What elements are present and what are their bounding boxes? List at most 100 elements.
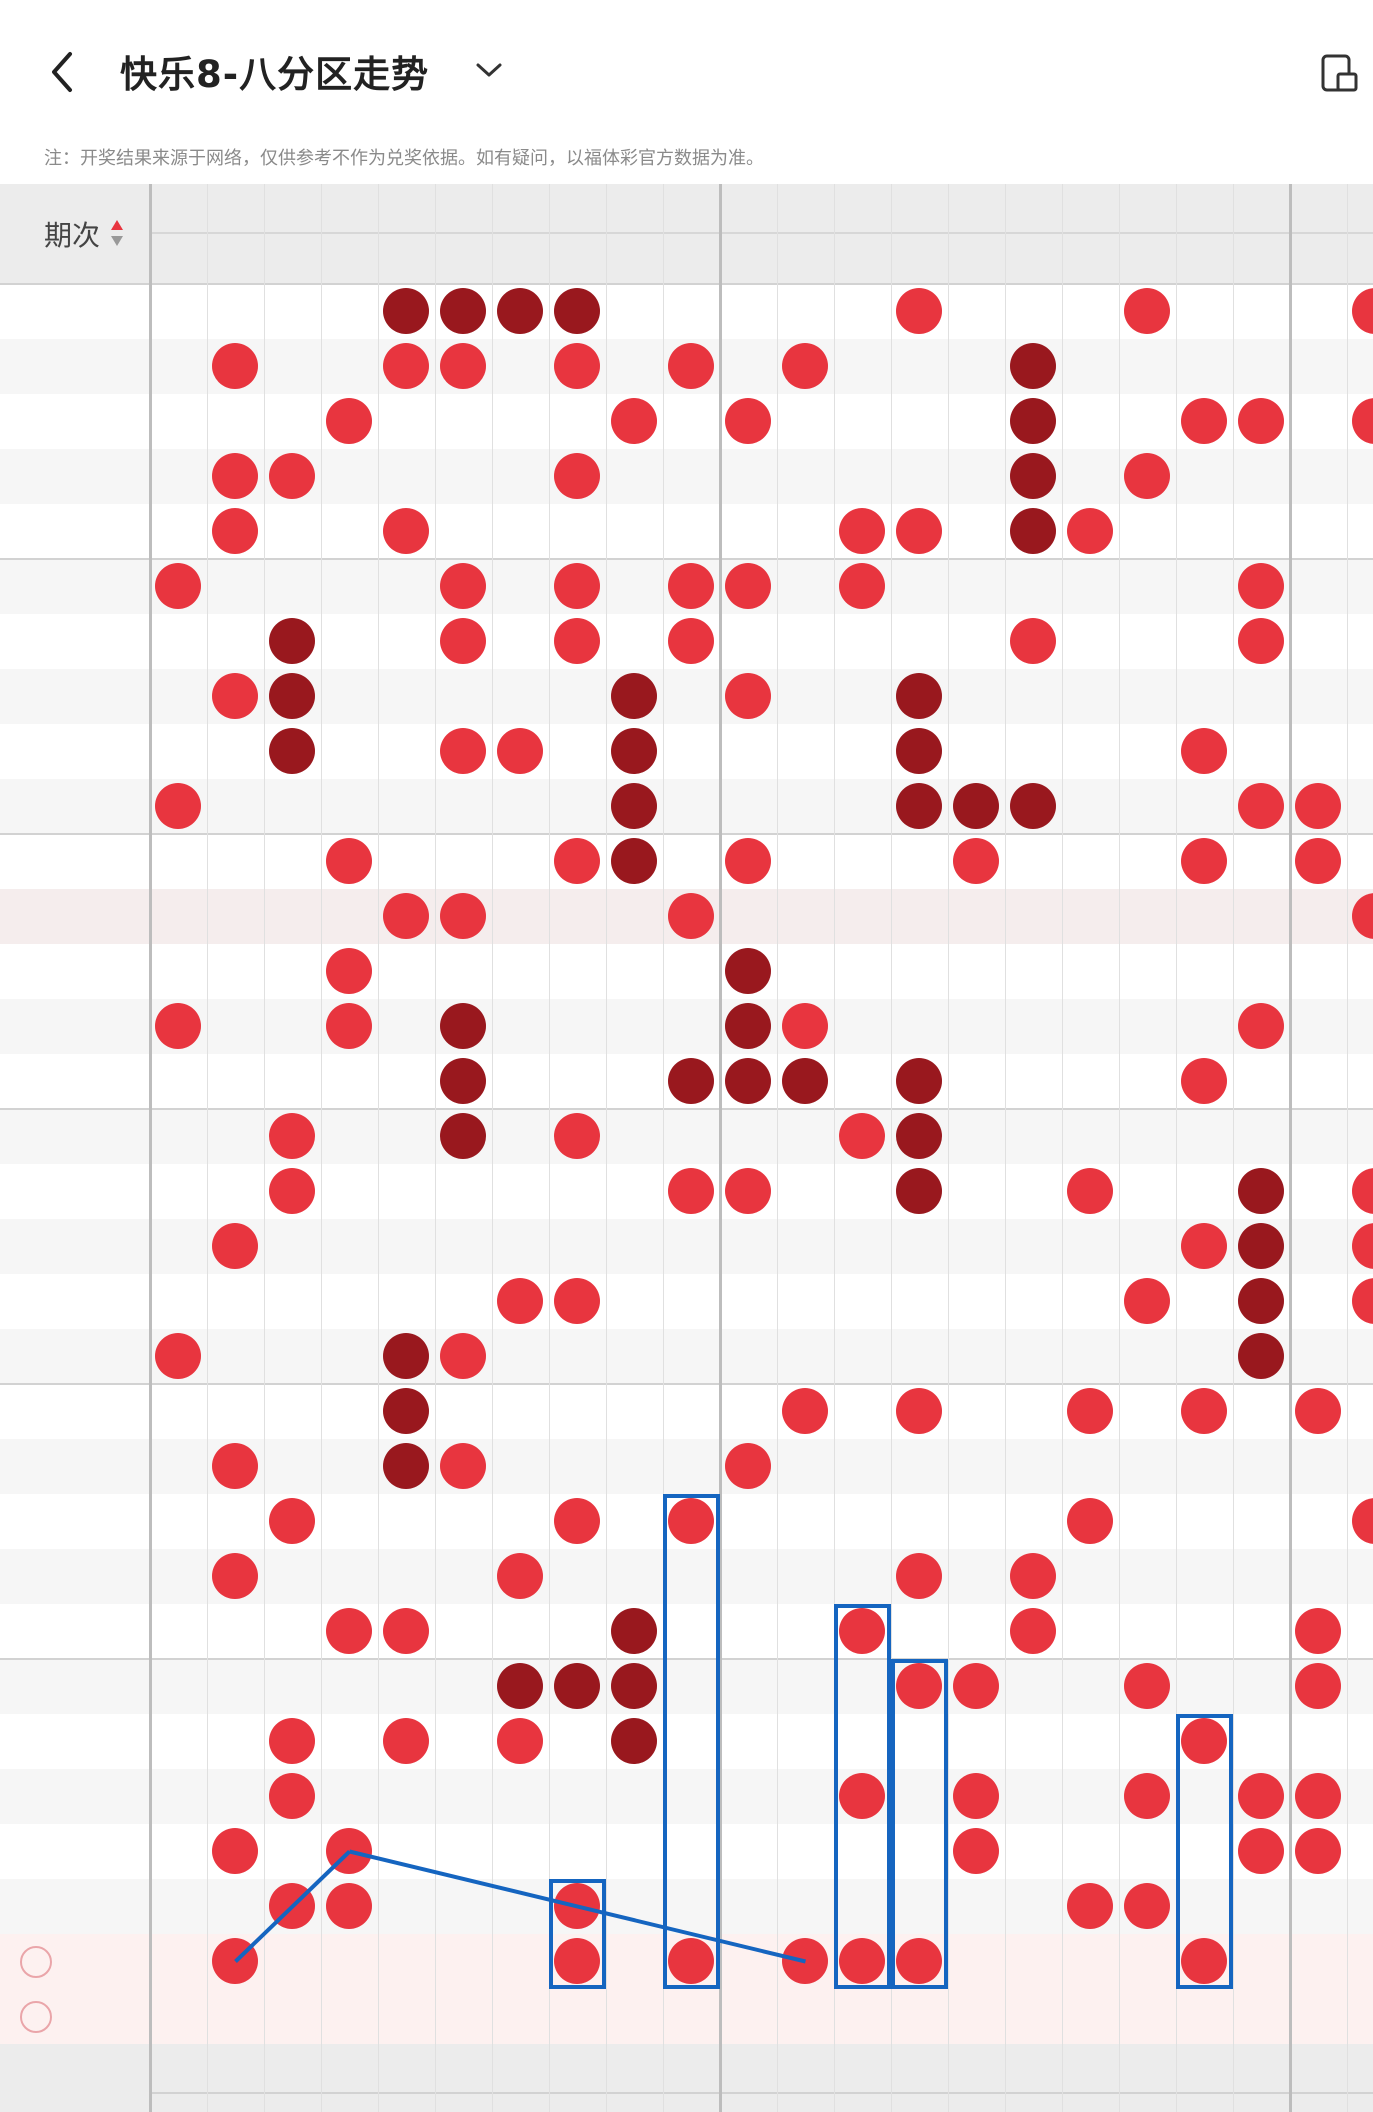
miss-count-cell [948, 724, 1005, 779]
miss-count-cell [1347, 1604, 1373, 1659]
miss-count-cell [321, 1769, 378, 1824]
selectable-number[interactable] [264, 1989, 321, 2044]
selectable-number[interactable] [1005, 1989, 1062, 2044]
radio-circle-icon[interactable] [20, 2001, 52, 2033]
radio-circle-icon[interactable] [20, 1946, 52, 1978]
selectable-number[interactable] [207, 1989, 264, 2044]
miss-count-cell [948, 1054, 1005, 1109]
miss-count-cell [891, 614, 948, 669]
page-title[interactable]: 快乐8-八分区走势 [120, 53, 430, 96]
miss-count-cell [948, 1164, 1005, 1219]
selectable-number[interactable] [1062, 1989, 1119, 2044]
miss-count-cell [663, 504, 720, 559]
picked-number-ball[interactable] [212, 1938, 258, 1984]
selectable-number[interactable] [492, 1989, 549, 2044]
selectable-number[interactable] [1290, 1989, 1347, 2044]
selectable-number[interactable] [321, 1989, 378, 2044]
selectable-number[interactable] [1233, 1989, 1290, 2044]
selectable-number[interactable] [834, 1989, 891, 2044]
miss-count-cell [492, 779, 549, 834]
miss-count-cell [1005, 1714, 1062, 1769]
miss-count-cell [1062, 339, 1119, 394]
picked-number-ball[interactable] [896, 1938, 942, 1984]
miss-count-cell [1347, 559, 1373, 614]
miss-count-cell [1119, 1054, 1176, 1109]
selectable-number[interactable] [720, 1934, 777, 1989]
miss-count-cell [891, 339, 948, 394]
winning-number-ball [1124, 288, 1170, 334]
picked-number-ball[interactable] [668, 1938, 714, 1984]
selectable-number[interactable] [150, 1934, 207, 1989]
selectable-number[interactable] [1233, 1934, 1290, 1989]
miss-count-cell [378, 669, 435, 724]
winning-number-ball [269, 453, 315, 499]
selectable-number[interactable] [549, 1989, 606, 2044]
selectable-number[interactable] [777, 1989, 834, 2044]
selectable-number[interactable] [264, 1934, 321, 1989]
selectable-number[interactable] [1347, 1934, 1373, 1989]
selectable-number[interactable] [1062, 1934, 1119, 1989]
miss-count-cell [1290, 1219, 1347, 1274]
selectable-number[interactable] [435, 1934, 492, 1989]
miss-count-cell [264, 1549, 321, 1604]
selectable-number[interactable] [1290, 1934, 1347, 1989]
miss-count-cell [1347, 1109, 1373, 1164]
miss-count-cell [321, 1659, 378, 1714]
selectable-number[interactable] [1347, 1989, 1373, 2044]
phone-device-icon[interactable] [1320, 54, 1360, 94]
selectable-number[interactable] [1119, 1989, 1176, 2044]
selectable-number[interactable] [948, 1934, 1005, 1989]
miss-count-cell [1062, 284, 1119, 339]
miss-count-cell [321, 1219, 378, 1274]
miss-count-cell [150, 1549, 207, 1604]
picked-number-ball[interactable] [782, 1938, 828, 1984]
miss-count-cell [777, 1824, 834, 1879]
winning-number-ball [440, 893, 486, 939]
selectable-number[interactable] [891, 1989, 948, 2044]
period-header[interactable]: 期次 [44, 219, 101, 252]
selectable-number[interactable] [492, 1934, 549, 1989]
miss-count-cell [207, 614, 264, 669]
miss-count-cell [321, 779, 378, 834]
miss-count-cell [948, 339, 1005, 394]
selectable-number[interactable] [1005, 1934, 1062, 1989]
selectable-number[interactable] [720, 1989, 777, 2044]
selectable-number[interactable] [321, 1934, 378, 1989]
winning-number-ball [440, 1443, 486, 1489]
miss-count-cell [1119, 1439, 1176, 1494]
miss-count-cell [1062, 449, 1119, 504]
winning-number-ball [269, 1113, 315, 1159]
selectable-number[interactable] [606, 1934, 663, 1989]
selectable-number[interactable] [1176, 1989, 1233, 2044]
selectable-number[interactable] [663, 1989, 720, 2044]
chevron-left-icon[interactable] [44, 48, 80, 96]
group-separator [0, 558, 1373, 560]
picked-number-ball[interactable] [839, 1938, 885, 1984]
miss-count-cell [1062, 1714, 1119, 1769]
picked-number-ball[interactable] [1181, 1938, 1227, 1984]
selectable-number[interactable] [1119, 1934, 1176, 1989]
miss-count-cell [207, 1494, 264, 1549]
miss-count-cell [264, 1054, 321, 1109]
column-divider [1005, 184, 1006, 2112]
miss-count-cell [435, 1274, 492, 1329]
miss-count-cell [435, 1164, 492, 1219]
chevron-down-icon[interactable] [474, 58, 504, 82]
winning-number-ball [839, 1773, 885, 1819]
miss-count-cell [663, 669, 720, 724]
selectable-number[interactable] [948, 1989, 1005, 2044]
column-divider [1119, 184, 1120, 2112]
miss-count-cell [606, 944, 663, 999]
selectable-number[interactable] [435, 1989, 492, 2044]
selectable-number[interactable] [150, 1989, 207, 2044]
miss-count-cell [150, 889, 207, 944]
miss-count-cell [663, 1879, 720, 1934]
miss-count-cell [492, 1329, 549, 1384]
selectable-number[interactable] [378, 1934, 435, 1989]
selectable-number[interactable] [606, 1989, 663, 2044]
selectable-number[interactable] [378, 1989, 435, 2044]
winning-number-ball [1352, 398, 1373, 444]
miss-count-cell [549, 1329, 606, 1384]
sort-icon[interactable] [110, 218, 124, 248]
picked-number-ball[interactable] [554, 1938, 600, 1984]
